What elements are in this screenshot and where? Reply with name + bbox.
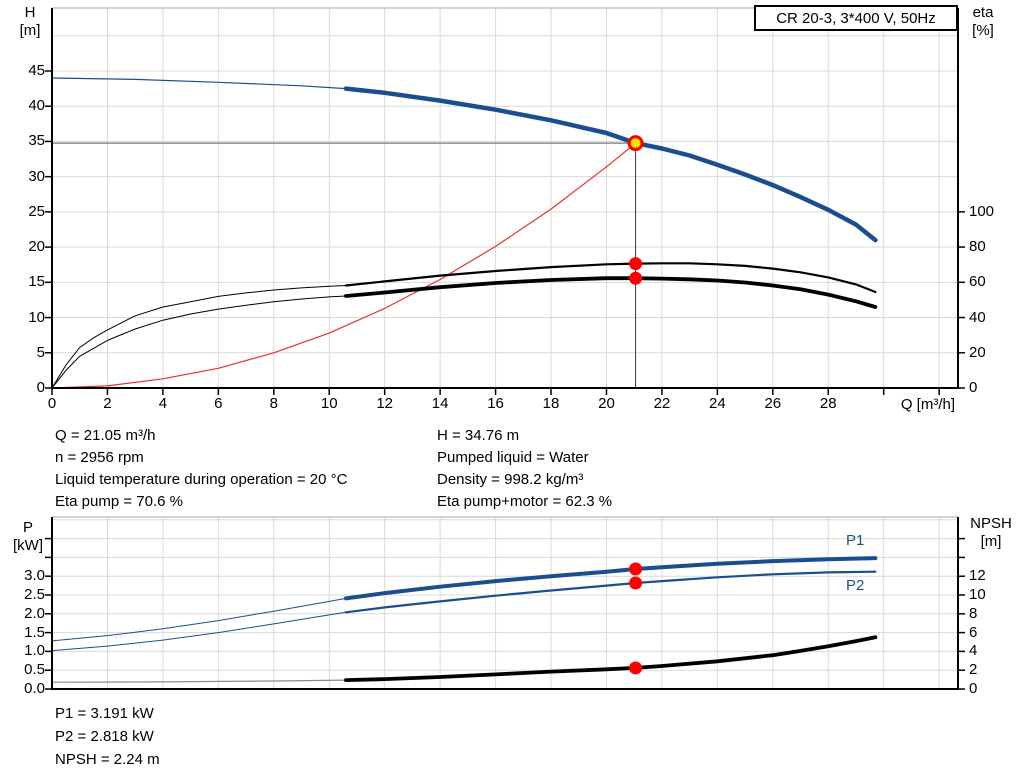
x-tick-label: 10: [320, 395, 338, 412]
left-tick-label: 0.5: [24, 661, 45, 679]
right-tick-label: 60: [969, 273, 986, 291]
left-tick-label: 1.0: [24, 642, 45, 660]
left-tick-label: 3.0: [24, 567, 45, 585]
npsh-axis-title-line1: NPSH: [970, 515, 1012, 532]
duty-point-marker: [627, 135, 644, 152]
right-tick-label: 10: [969, 586, 986, 603]
pump-title: CR 20-3, 3*400 V, 50Hz: [776, 9, 936, 27]
left-tick-label: 25: [28, 202, 45, 220]
left-tick-label: 15: [28, 273, 45, 291]
series-system-curve: [51, 142, 637, 389]
info-head: H = 34.76 m: [437, 427, 520, 444]
series-eta-pump-curve: [344, 262, 877, 294]
q-axis-title: Q [m³/h]: [900, 396, 955, 413]
info-speed: n = 2956 rpm: [55, 449, 144, 466]
left-tick-label: 1.5: [24, 623, 45, 641]
left-tick-label: 2.0: [24, 604, 45, 622]
h-axis-title: H [m]: [12, 4, 48, 40]
left-tick-label: 0.0: [24, 680, 45, 697]
right-tick-label: 80: [969, 238, 986, 256]
curve-value-dot: [629, 661, 643, 675]
x-tick-label: 26: [764, 395, 782, 412]
right-tick-label: 0: [969, 379, 978, 396]
right-tick-label: 4: [969, 642, 978, 660]
right-tick-label: 20: [969, 343, 986, 361]
curve-value-dot: [629, 271, 643, 285]
left-tick-label: 2.5: [24, 585, 45, 603]
h-axis-title-line1: H: [24, 4, 36, 21]
curve-value-dot: [629, 562, 643, 576]
left-tick-label: 20: [28, 238, 45, 256]
series-eta-pump-motor-curve-thin: [51, 295, 347, 389]
left-tick-label: 35: [28, 132, 45, 150]
right-tick-label: 8: [969, 604, 978, 622]
right-tick-label: 100: [969, 202, 995, 220]
left-tick-label: 40: [28, 97, 45, 115]
x-tick-label: 12: [376, 395, 394, 412]
series-p2-curve: [344, 570, 877, 614]
x-tick-label: 4: [158, 395, 168, 412]
eta-axis-title-line1: eta: [972, 4, 994, 21]
right-tick-label: 0: [969, 680, 978, 697]
left-tick-label: 30: [28, 167, 45, 185]
p-axis-title: P [kW]: [6, 519, 50, 555]
left-tick-label: 5: [36, 343, 45, 361]
info-p1: P1 = 3.191 kW: [55, 705, 154, 722]
series-p1-curve: [343, 556, 878, 601]
pump-title-box: CR 20-3, 3*400 V, 50Hz: [754, 5, 958, 31]
right-tick-label: 40: [969, 308, 986, 326]
npsh-axis-title: NPSH [m]: [960, 515, 1022, 551]
eta-axis-title: eta [%]: [963, 4, 1003, 40]
left-tick-label: 10: [28, 308, 45, 326]
right-tick-label: 6: [969, 623, 978, 641]
p2-curve-label: P2: [846, 577, 865, 594]
info-q: Q = 21.05 m³/h: [55, 427, 156, 444]
npsh-axis-title-line2: [m]: [980, 533, 1002, 550]
info-eta-pump: Eta pump = 70.6 %: [55, 493, 183, 510]
series-head-curve-thin: [51, 77, 347, 90]
p1-curve-label: P1: [846, 532, 865, 549]
x-tick-label: 0: [47, 395, 57, 412]
x-tick-label: 16: [487, 395, 504, 412]
p-axis-title-line1: P: [22, 519, 33, 536]
right-tick-label: 12: [969, 567, 986, 585]
x-tick-label: 18: [542, 395, 560, 412]
series-eta-pump-curve-thin: [51, 285, 347, 389]
curve-value-dot: [629, 576, 643, 590]
series-npsh-curve-thin: [51, 679, 347, 683]
x-tick-label: 6: [214, 395, 223, 412]
x-tick-label: 28: [819, 395, 837, 412]
x-tick-label: 24: [709, 395, 726, 412]
p-axis-title-line2: [kW]: [13, 537, 43, 554]
left-tick-label: 45: [28, 61, 45, 79]
curve-value-dot: [629, 257, 643, 271]
info-eta-pump-motor: Eta pump+motor = 62.3 %: [437, 493, 613, 510]
series-p1-curve-thin: [51, 597, 347, 642]
info-liquid-temperature: Liquid temperature during operation = 20…: [55, 471, 348, 488]
x-tick-label: 20: [598, 395, 615, 412]
info-npsh: NPSH = 2.24 m: [55, 751, 160, 768]
right-tick-label: 2: [969, 661, 978, 679]
x-tick-label: 22: [653, 395, 671, 412]
info-p2: P2 = 2.818 kW: [55, 728, 154, 745]
info-pumped-liquid: Pumped liquid = Water: [437, 449, 589, 466]
series-p2-curve-thin: [51, 611, 347, 652]
info-density: Density = 998.2 kg/m³: [437, 471, 584, 488]
h-axis-title-line2: [m]: [19, 22, 41, 39]
series-eta-pump-motor-curve: [343, 276, 878, 309]
series-head-curve: [343, 86, 878, 243]
eta-axis-title-line2: [%]: [972, 22, 994, 39]
x-tick-label: 8: [269, 395, 278, 412]
x-tick-label: 14: [431, 395, 449, 412]
left-tick-label: 0: [36, 379, 45, 396]
series-npsh-curve: [343, 635, 878, 682]
x-tick-label: 2: [103, 395, 112, 412]
